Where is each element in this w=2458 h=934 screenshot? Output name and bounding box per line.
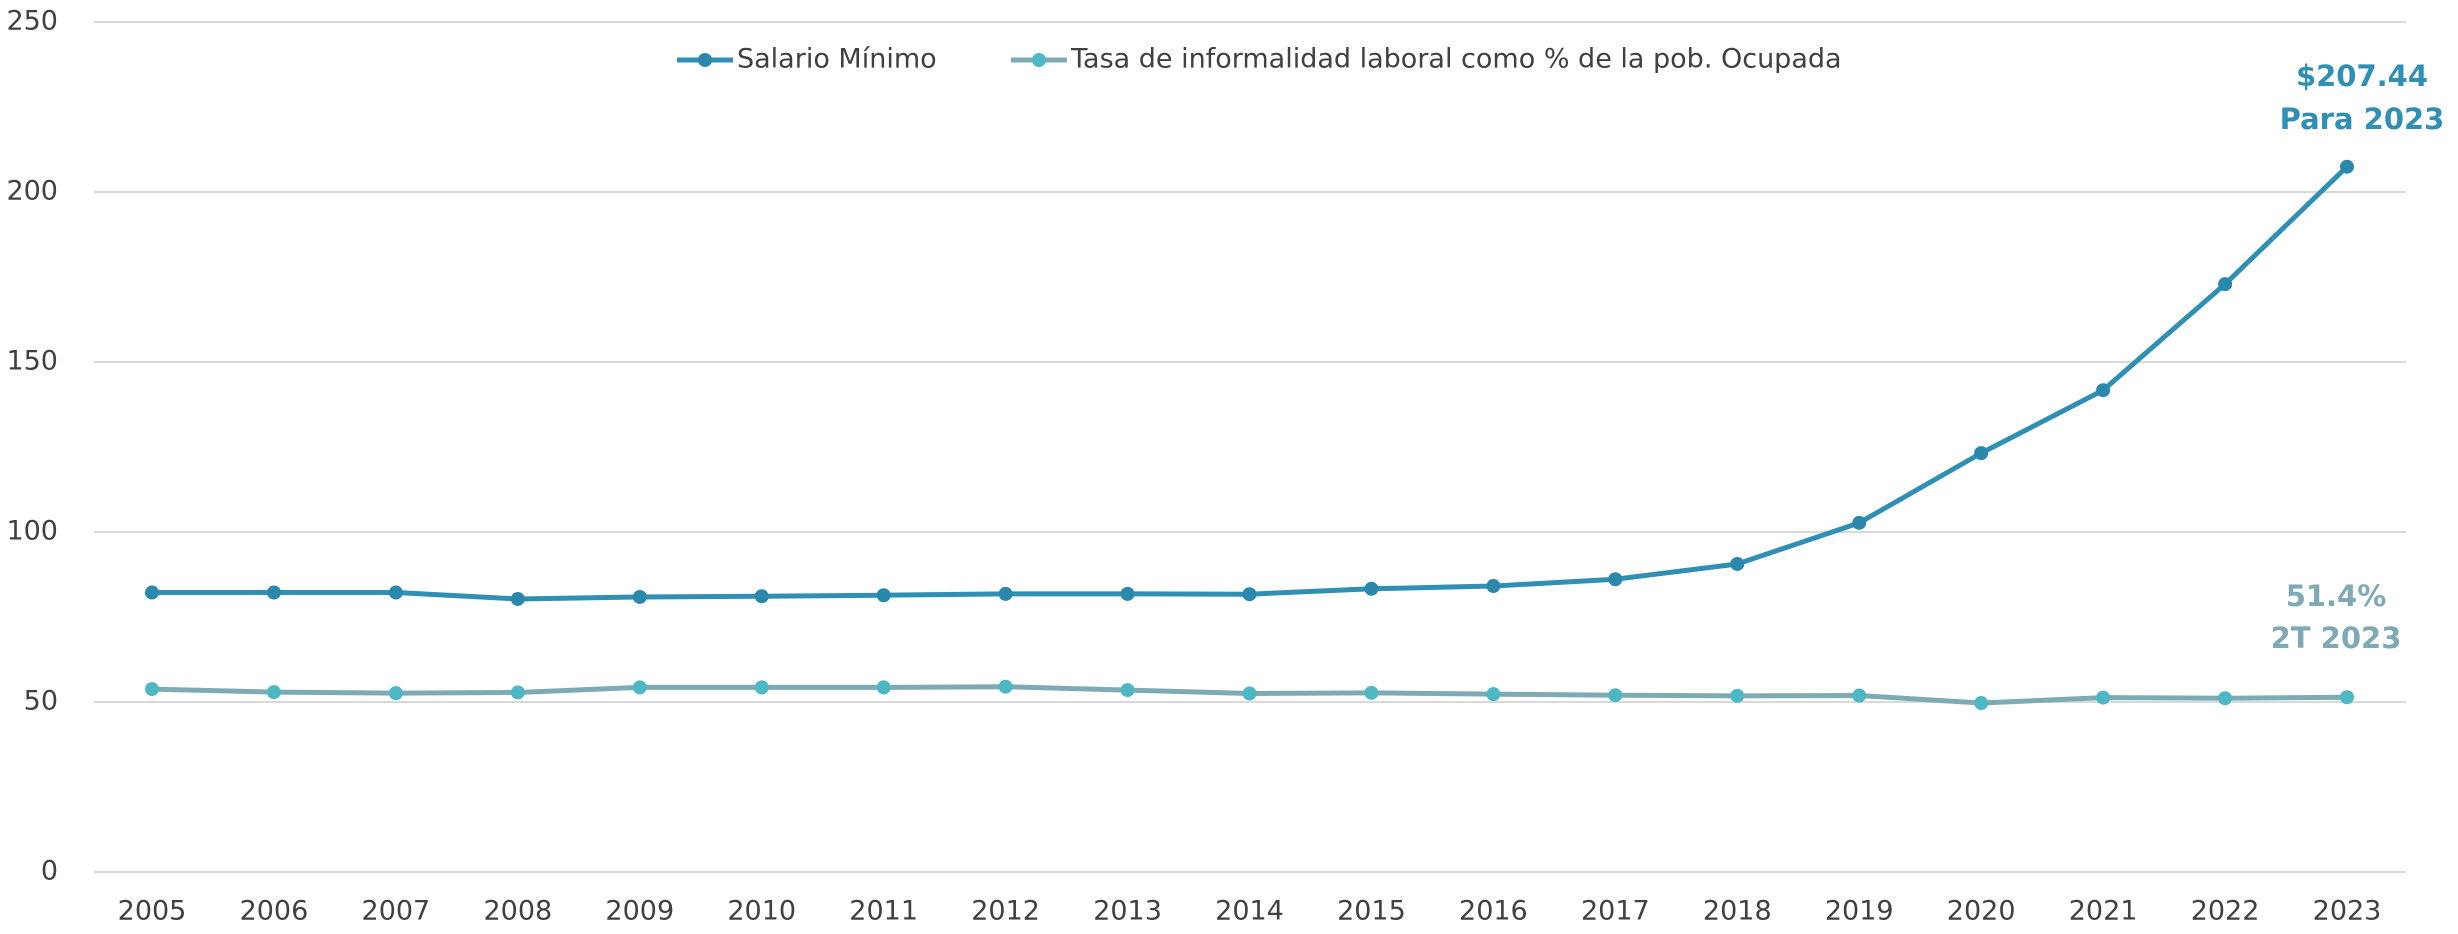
x-tick-label: 2008 <box>483 896 552 927</box>
marker <box>1364 685 1379 700</box>
marker <box>2340 159 2354 174</box>
line <box>152 164 2349 602</box>
marker <box>388 686 403 701</box>
annotation: $207.44 <box>2296 59 2428 93</box>
marker <box>1486 687 1501 702</box>
x-tick-label: 2019 <box>1825 896 1894 927</box>
legend-marker <box>698 53 712 67</box>
x-tick-label: 2014 <box>1215 896 1284 927</box>
marker <box>1364 581 1379 596</box>
annotation: Para 2023 <box>2280 102 2445 136</box>
x-tick-label: 2011 <box>849 896 918 927</box>
marker <box>388 585 403 600</box>
marker <box>1608 688 1623 703</box>
marker <box>510 685 525 700</box>
x-tick-label: 2021 <box>2069 896 2138 927</box>
x-tick-label: 2006 <box>240 896 309 927</box>
marker <box>266 685 281 700</box>
marker <box>2096 383 2111 398</box>
marker <box>2340 690 2354 705</box>
x-tick-label: 2017 <box>1581 896 1650 927</box>
marker <box>1974 446 1989 461</box>
marker <box>1242 587 1257 602</box>
x-tick-label: 2016 <box>1459 896 1528 927</box>
marker <box>1120 586 1135 601</box>
marker <box>998 679 1013 694</box>
y-tick-label: 50 <box>24 686 58 717</box>
x-tick-label: 2013 <box>1093 896 1162 927</box>
marker <box>1974 696 1989 711</box>
x-tick-label: 2020 <box>1947 896 2016 927</box>
x-tick-label: 2007 <box>362 896 431 927</box>
marker <box>876 588 891 603</box>
marker <box>1852 688 1867 703</box>
legend-label: Salario Mínimo <box>737 44 937 75</box>
y-tick-label: 200 <box>6 176 58 207</box>
marker <box>632 680 647 695</box>
x-tick-label: 2018 <box>1703 896 1772 927</box>
x-tick-label: 2012 <box>971 896 1040 927</box>
x-tick-label: 2022 <box>2191 896 2260 927</box>
annotation: 51.4% <box>2286 579 2387 613</box>
annotation: 2T 2023 <box>2271 621 2402 655</box>
marker <box>1242 686 1257 701</box>
marker <box>998 586 1013 601</box>
marker <box>876 680 891 695</box>
marker <box>1608 572 1623 587</box>
marker <box>754 589 769 604</box>
marker <box>1120 683 1135 698</box>
x-tick-label: 2010 <box>727 896 796 927</box>
marker <box>1730 556 1745 571</box>
marker <box>145 682 159 697</box>
marker <box>2096 690 2111 705</box>
marker <box>145 585 159 600</box>
marker <box>2218 691 2233 706</box>
x-tick-label: 2005 <box>118 896 187 927</box>
y-tick-label: 0 <box>41 856 58 887</box>
x-tick-label: 2023 <box>2313 896 2382 927</box>
marker <box>1730 688 1745 703</box>
legend-label: Tasa de informalidad laboral como % de l… <box>1070 44 1842 75</box>
y-tick-label: 100 <box>6 516 58 547</box>
marker <box>1486 579 1501 594</box>
y-tick-label: 250 <box>6 6 58 37</box>
marker <box>754 680 769 695</box>
y-tick-label: 150 <box>6 346 58 377</box>
marker <box>510 591 525 606</box>
x-tick-label: 2015 <box>1337 896 1406 927</box>
marker <box>2218 277 2233 292</box>
x-tick-label: 2009 <box>605 896 674 927</box>
marker <box>1852 515 1867 530</box>
legend-marker <box>1032 53 1046 67</box>
marker <box>266 585 281 600</box>
marker <box>632 589 647 604</box>
